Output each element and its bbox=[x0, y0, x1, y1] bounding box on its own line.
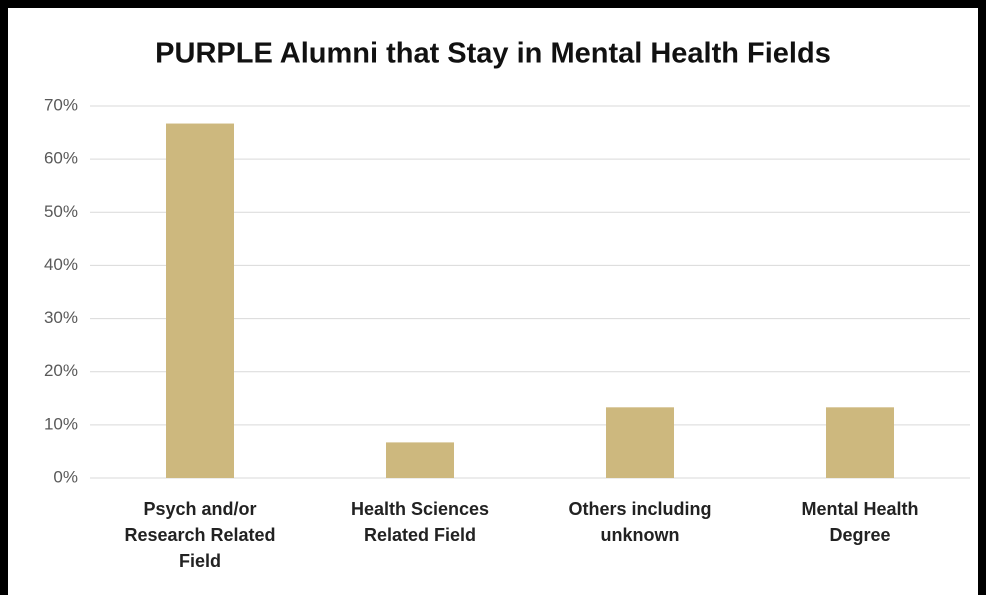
y-tick-label: 10% bbox=[44, 414, 78, 433]
chart: PURPLE Alumni that Stay in Mental Health… bbox=[44, 38, 970, 486]
bar bbox=[166, 123, 234, 478]
chart-frame: PURPLE Alumni that Stay in Mental Health… bbox=[8, 8, 978, 595]
y-tick-label: 70% bbox=[44, 95, 78, 114]
y-tick-label: 40% bbox=[44, 255, 78, 274]
x-tick-label: Psych and/or Research Related Field bbox=[124, 499, 276, 571]
y-tick-label: 20% bbox=[44, 361, 78, 380]
bar bbox=[606, 407, 674, 478]
bar bbox=[386, 442, 454, 478]
x-tick-label: Health Sciences Related Field bbox=[350, 499, 490, 545]
y-tick-label: 50% bbox=[44, 202, 78, 221]
x-tick-label: Others including unknown bbox=[568, 499, 712, 545]
y-tick-label: 0% bbox=[53, 467, 78, 486]
y-tick-label: 60% bbox=[44, 149, 78, 168]
y-tick-label: 30% bbox=[44, 308, 78, 327]
x-tick-label: Mental Health Degree bbox=[801, 499, 919, 545]
bar bbox=[826, 407, 894, 478]
chart-title: PURPLE Alumni that Stay in Mental Health… bbox=[155, 38, 831, 70]
